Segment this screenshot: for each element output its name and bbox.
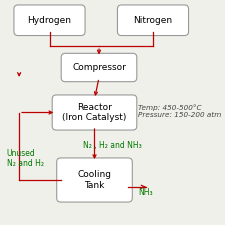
Text: Hydrogen: Hydrogen [27,16,72,25]
FancyBboxPatch shape [61,53,137,82]
Text: Cooling
Tank: Cooling Tank [77,170,112,190]
Text: NH₃: NH₃ [138,188,153,197]
Text: N₂ , H₂ and NH₃: N₂ , H₂ and NH₃ [83,141,142,150]
Text: Temp: 450-500°C
Pressure: 150-200 atm: Temp: 450-500°C Pressure: 150-200 atm [138,105,222,118]
FancyBboxPatch shape [52,95,137,130]
Text: Unused
N₂ and H₂: Unused N₂ and H₂ [7,149,44,168]
FancyBboxPatch shape [117,5,189,36]
Text: Reactor
(Iron Catalyst): Reactor (Iron Catalyst) [62,103,127,122]
FancyBboxPatch shape [14,5,85,36]
FancyBboxPatch shape [57,158,132,202]
Text: Nitrogen: Nitrogen [133,16,173,25]
Text: Compressor: Compressor [72,63,126,72]
